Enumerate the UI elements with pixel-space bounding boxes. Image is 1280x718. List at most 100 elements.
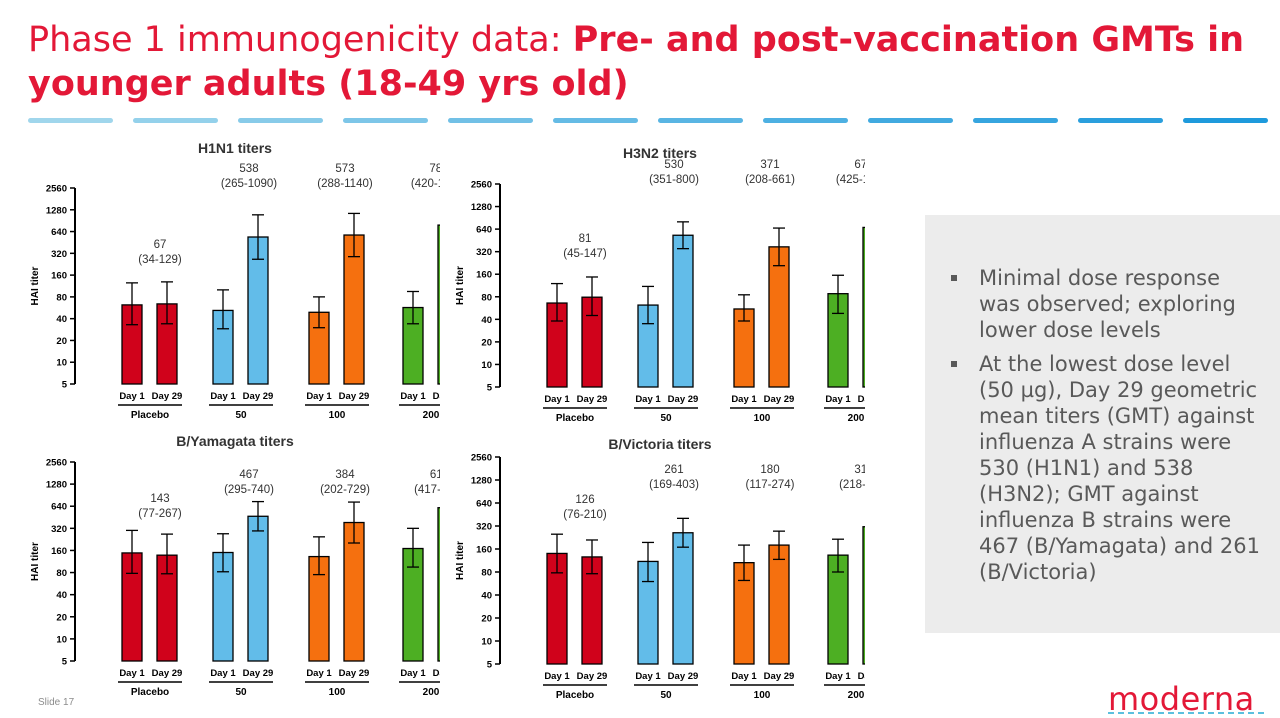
y-tick-label: 320 [51, 524, 67, 535]
x-tick-label: Day 1 [400, 391, 426, 402]
x-tick-label: Day 1 [544, 671, 570, 682]
x-tick-label: Day 29 [243, 391, 274, 402]
annotation-ci: (218-450) [839, 479, 865, 491]
y-tick-label: 640 [476, 225, 492, 236]
summary-bullets: Minimal dose response was observed; expl… [945, 265, 1265, 593]
y-tick-label: 2560 [471, 180, 492, 191]
y-tick-label: 160 [476, 270, 492, 281]
summary-panel: Minimal dose response was observed; expl… [925, 215, 1280, 633]
y-tick-label: 320 [476, 247, 492, 258]
y-tick-label: 1280 [46, 205, 67, 216]
group-label: 50 [235, 687, 247, 698]
bullet-square-icon [951, 361, 957, 367]
x-tick-label: Day 1 [119, 668, 145, 679]
annotation-value: 261 [664, 464, 683, 476]
x-tick-label: Day 29 [668, 671, 699, 682]
x-tick-label: Day 1 [635, 671, 661, 682]
divider-dash [1183, 118, 1268, 123]
group-label: 200 [423, 410, 440, 420]
group-label: Placebo [556, 690, 594, 701]
annotation-value: 371 [760, 159, 779, 171]
x-tick-label: Day 1 [400, 668, 426, 679]
moderna-logo: moderna [1108, 680, 1255, 718]
group-label: 50 [660, 690, 672, 701]
chart-h3n2: H3N2 titers 5 10 20 40 80 160 320 640 1280 2560 HAI… [455, 145, 865, 424]
bar [247, 515, 269, 662]
bar [672, 532, 694, 665]
y-tick-label: 20 [56, 612, 67, 623]
group-label: 200 [848, 413, 865, 424]
annotation-ci: (202-729) [320, 484, 370, 496]
annotation-value: 467 [239, 469, 258, 481]
y-tick-label: 2560 [46, 184, 67, 195]
x-tick-label: Day 29 [577, 671, 608, 682]
y-tick-label: 20 [481, 614, 492, 625]
group-label: 100 [329, 410, 346, 420]
x-tick-label: Day 29 [668, 394, 699, 405]
y-tick-label: 40 [56, 314, 67, 325]
x-tick-label: Day 29 [764, 394, 795, 405]
x-tick-label: Day 29 [433, 391, 440, 402]
x-tick-label: Day 29 [339, 668, 370, 679]
y-tick-label: 80 [481, 568, 492, 579]
group-label: 50 [660, 413, 672, 424]
y-tick-label: 5 [487, 660, 493, 671]
y-tick-label: 160 [51, 546, 67, 557]
x-tick-label: Day 29 [577, 394, 608, 405]
y-tick-label: 1280 [471, 476, 492, 487]
x-tick-label: Day 1 [306, 668, 332, 679]
group-label: 100 [754, 413, 771, 424]
y-tick-label: 1280 [471, 202, 492, 213]
bar [437, 224, 440, 385]
annotation-ci: (169-403) [649, 479, 699, 491]
divider-dash [973, 118, 1058, 123]
annotation-value: 530 [664, 159, 683, 171]
y-tick-label: 640 [51, 227, 67, 238]
y-tick-label: 640 [476, 499, 492, 510]
bar [672, 234, 694, 388]
y-tick-label: 320 [476, 522, 492, 533]
y-tick-label: 20 [481, 337, 492, 348]
annotation-ci: (420-1470) [411, 178, 440, 190]
chart-b-yamagata: B/Yamagata titers 5 10 20 40 80 160 320 640 1280 2… [30, 433, 440, 698]
annotation-value: 143 [150, 493, 169, 505]
x-tick-label: Day 1 [635, 394, 661, 405]
y-tick-label: 10 [56, 634, 67, 645]
bullet-square-icon [951, 275, 957, 281]
annotation-value: 384 [335, 469, 355, 481]
annotation-ci: (417-893) [414, 484, 440, 496]
x-tick-label: Day 1 [825, 671, 851, 682]
y-tick-label: 40 [481, 315, 492, 326]
bullet-lowest-dose: At the lowest dose level (50 µg), Day 29… [945, 351, 1265, 585]
y-tick-label: 1280 [46, 480, 67, 491]
group-label: 200 [848, 690, 865, 701]
chart-h1n1: H1N1 titers 5 10 20 40 80 160 320 640 1280 2560 HAI… [30, 140, 440, 420]
chart-title: H1N1 titers [198, 140, 272, 156]
group-label: Placebo [556, 413, 594, 424]
bar [343, 234, 365, 385]
annotation-ci: (76-210) [563, 509, 607, 521]
group-label: Placebo [131, 687, 169, 698]
y-tick-label: 10 [481, 637, 492, 648]
annotation-value: 81 [579, 233, 592, 245]
x-tick-label: Day 1 [210, 668, 236, 679]
annotation-ci: (208-661) [745, 174, 795, 186]
y-tick-label: 10 [56, 358, 67, 369]
annotation-ci: (45-147) [563, 248, 607, 260]
y-axis-label: HAI titer [30, 542, 41, 581]
x-tick-label: Day 29 [858, 671, 865, 682]
bar [862, 226, 865, 388]
chart-title: B/Victoria titers [608, 436, 711, 452]
annotation-ci: (265-1090) [221, 178, 277, 190]
slide-number: Slide 17 [38, 697, 75, 708]
y-tick-label: 80 [56, 292, 67, 303]
bullet-dose-response: Minimal dose response was observed; expl… [945, 265, 1265, 343]
divider-dash [868, 118, 953, 123]
y-tick-label: 5 [487, 383, 493, 394]
x-tick-label: Day 29 [339, 391, 370, 402]
logo-underline [1108, 712, 1268, 714]
x-tick-label: Day 29 [243, 668, 274, 679]
x-tick-label: Day 29 [433, 668, 440, 679]
y-tick-label: 80 [481, 292, 492, 303]
x-tick-label: Day 1 [731, 671, 757, 682]
